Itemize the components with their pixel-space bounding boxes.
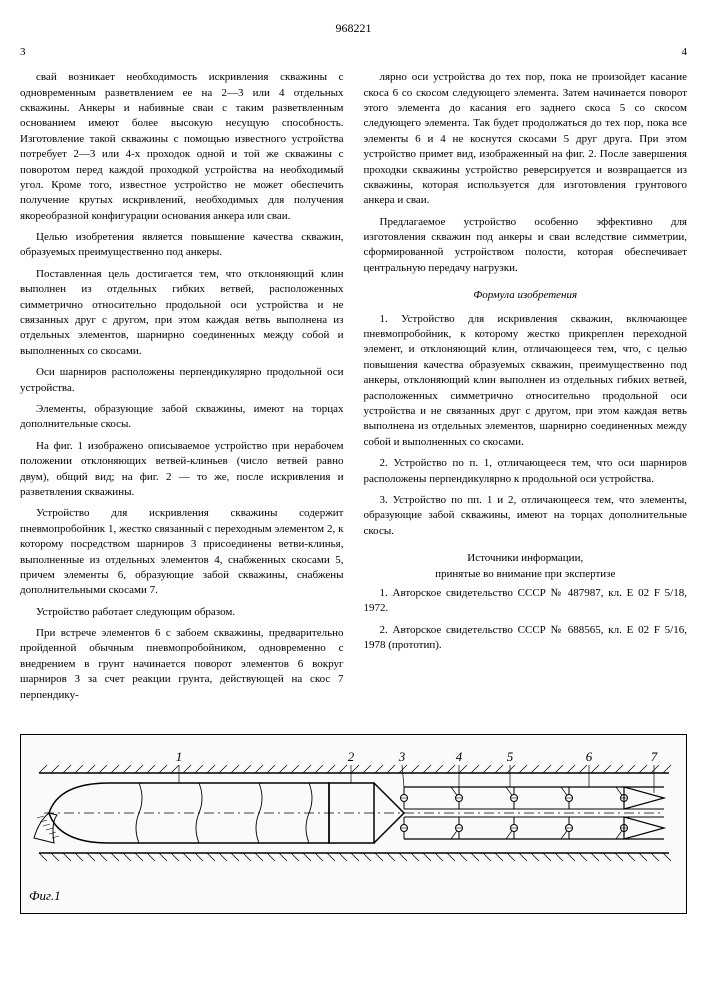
column-numbers: 3 4 bbox=[20, 45, 687, 60]
para: Предлагаемое устройство особенно эффекти… bbox=[364, 215, 688, 277]
para: Оси шарниров расположены перпендикулярно… bbox=[20, 365, 344, 396]
svg-text:1: 1 bbox=[176, 749, 183, 764]
svg-text:5: 5 bbox=[507, 749, 514, 764]
formula-title: Формула изобретения bbox=[364, 288, 688, 303]
para: При встрече элементов 6 с забоем скважин… bbox=[20, 626, 344, 703]
para: Поставленная цель достигается тем, что о… bbox=[20, 267, 344, 359]
svg-text:6: 6 bbox=[586, 749, 593, 764]
source-ref: 1. Авторское свидетельство СССР № 487987… bbox=[364, 586, 688, 617]
para: Устройство работает следующим образом. bbox=[20, 605, 344, 620]
left-column: свай возникает необходимость искривления… bbox=[20, 70, 344, 709]
sources-title: Источники информации, принятые во вниман… bbox=[364, 551, 688, 582]
figure-1: 1 2 3 4 5 6 7 Фиг.1 bbox=[20, 734, 687, 914]
svg-text:4: 4 bbox=[456, 749, 463, 764]
claim: 3. Устройство по пп. 1 и 2, отличающееся… bbox=[364, 493, 688, 539]
para: Целью изобретения является повышение кач… bbox=[20, 230, 344, 261]
svg-text:7: 7 bbox=[651, 749, 658, 764]
right-column: лярно оси устройства до тех пор, пока не… bbox=[364, 70, 688, 709]
figure-svg: 1 2 3 4 5 6 7 bbox=[29, 743, 679, 883]
figure-label: Фиг.1 bbox=[29, 887, 678, 905]
para: Устройство для искривления скважины соде… bbox=[20, 506, 344, 598]
col-num-right: 4 bbox=[682, 45, 688, 60]
svg-text:2: 2 bbox=[348, 749, 355, 764]
para: На фиг. 1 изображено описываемое устройс… bbox=[20, 439, 344, 501]
para: Элементы, образующие забой скважины, име… bbox=[20, 402, 344, 433]
col-num-left: 3 bbox=[20, 45, 26, 60]
para: свай возникает необходимость искривления… bbox=[20, 70, 344, 224]
text-columns: свай возникает необходимость искривления… bbox=[20, 70, 687, 709]
source-ref: 2. Авторское свидетельство СССР № 688565… bbox=[364, 623, 688, 654]
claim: 1. Устройство для искривления скважин, в… bbox=[364, 312, 688, 451]
para: лярно оси устройства до тех пор, пока не… bbox=[364, 70, 688, 209]
svg-text:3: 3 bbox=[398, 749, 406, 764]
patent-number: 968221 bbox=[20, 20, 687, 37]
claim: 2. Устройство по п. 1, отличающееся тем,… bbox=[364, 456, 688, 487]
